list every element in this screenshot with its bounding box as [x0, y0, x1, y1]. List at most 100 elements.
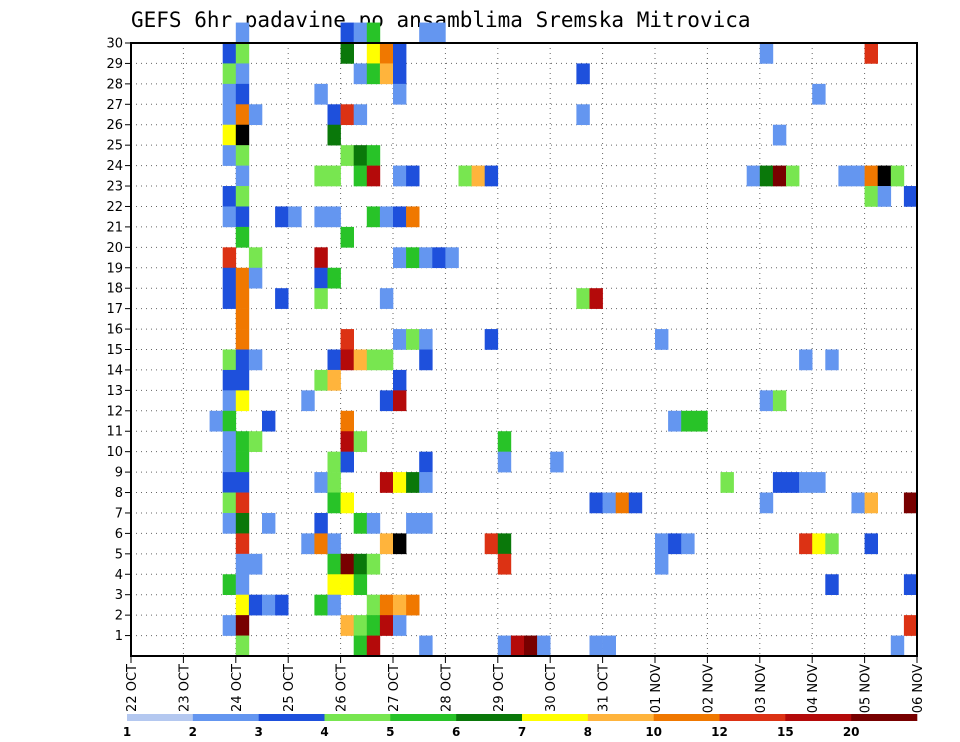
heatmap-cell	[366, 22, 381, 44]
heatmap-cell	[419, 349, 433, 371]
heatmap-cell	[248, 431, 263, 452]
heatmap-cell	[235, 145, 250, 166]
heatmap-cell	[903, 186, 918, 207]
y-tick-label: 17	[106, 302, 123, 317]
heatmap-cell	[327, 349, 341, 371]
heatmap-cell	[222, 206, 237, 228]
heatmap-cell	[366, 594, 381, 616]
heatmap-cell	[471, 165, 485, 187]
heatmap-cell	[314, 83, 328, 105]
heatmap-cell	[497, 553, 512, 575]
heatmap-cell	[877, 165, 892, 187]
heatmap-cell	[222, 431, 237, 452]
heatmap-cell	[235, 390, 250, 412]
heatmap-cell	[393, 83, 407, 105]
heatmap-cell	[628, 492, 643, 514]
heatmap-cell	[615, 492, 630, 514]
heatmap-cell	[235, 615, 250, 636]
heatmap-cell	[366, 145, 381, 166]
x-tick-label: 28 OCT	[439, 664, 454, 712]
heatmap-cell	[497, 635, 512, 657]
heatmap-cell	[406, 329, 420, 350]
colorbar-label: 8	[584, 725, 592, 739]
heatmap-cell	[432, 247, 446, 269]
y-tick-label: 4	[115, 568, 123, 583]
heatmap-cell	[248, 267, 263, 289]
heatmap-cell	[340, 145, 354, 166]
heatmap-cell	[576, 104, 590, 126]
heatmap-cell	[235, 472, 250, 493]
heatmap-cell	[510, 635, 525, 657]
colorbar-label: 5	[386, 725, 394, 739]
heatmap-cell	[340, 492, 354, 514]
heatmap-cell	[222, 390, 237, 412]
heatmap-cell	[327, 451, 341, 473]
heatmap-cell	[275, 288, 289, 309]
colorbar-swatch	[456, 714, 523, 721]
y-tick-label: 23	[106, 180, 123, 195]
y-axis: 1234567891011121314151617181920212223242…	[106, 37, 131, 644]
colorbar-label: 12	[711, 725, 728, 739]
heatmap-cell	[825, 574, 839, 595]
heatmap-cell	[419, 247, 433, 269]
heatmap-cell	[379, 63, 394, 85]
heatmap-cell	[864, 186, 878, 207]
y-tick-label: 30	[106, 37, 123, 52]
heatmap-cell	[406, 472, 420, 493]
heatmap-cell	[235, 553, 250, 575]
colorbar-swatch	[587, 714, 654, 721]
x-axis: 22 OCT 23 OCT 24 OCT 25 OCT 26 OCT 27 OCT 28 O…	[125, 656, 926, 713]
heatmap-cell	[393, 472, 407, 493]
y-tick-label: 26	[106, 118, 123, 133]
y-tick-label: 13	[106, 384, 123, 399]
y-tick-label: 19	[106, 261, 123, 276]
heatmap-cell	[222, 288, 237, 309]
heatmap-cell	[366, 165, 381, 187]
heatmap-cell	[393, 329, 407, 350]
colorbar-label: 4	[320, 725, 328, 739]
heatmap-cell	[222, 574, 237, 595]
heatmap-cell	[864, 165, 878, 187]
heatmap-cell	[366, 206, 381, 228]
heatmap-cell	[235, 288, 250, 309]
heatmap-cell	[812, 472, 826, 493]
heatmap-cell	[379, 43, 394, 64]
heatmap-cell	[890, 165, 905, 187]
heatmap-cell	[366, 512, 381, 534]
heatmap-cell	[248, 349, 263, 371]
heatmap-cell	[340, 574, 354, 595]
heatmap-cell	[746, 165, 761, 187]
heatmap-cell	[694, 410, 708, 432]
heatmap-cell	[275, 594, 289, 616]
heatmap-cell	[799, 472, 813, 493]
y-tick-label: 28	[106, 77, 123, 92]
heatmap-cell	[248, 553, 263, 575]
heatmap-cell	[301, 533, 315, 555]
heatmap-cell	[406, 594, 420, 616]
x-tick-label: 29 OCT	[492, 664, 507, 712]
heatmap-cell	[419, 512, 433, 534]
heatmap-cell	[903, 492, 918, 514]
heatmap-cell	[393, 615, 407, 636]
heatmap-cell	[340, 615, 354, 636]
heatmap-cell	[235, 83, 250, 105]
heatmap-cell	[314, 512, 328, 534]
heatmap-cell	[222, 512, 237, 534]
heatmap-cell	[353, 553, 368, 575]
heatmap-cell	[851, 492, 865, 514]
heatmap-cell	[903, 615, 918, 636]
heatmap-cell	[222, 83, 237, 105]
heatmap-cell	[772, 124, 787, 146]
colorbar-swatch	[653, 714, 720, 721]
colorbar-label: 20	[843, 725, 860, 739]
heatmap-cell	[314, 267, 328, 289]
colorbar-swatch	[719, 714, 786, 721]
colorbar-label: 7	[518, 725, 526, 739]
heatmap-cell	[340, 43, 354, 64]
heatmap-cell	[235, 63, 250, 85]
heatmap-cell	[327, 267, 341, 289]
heatmap-cell	[406, 247, 420, 269]
colorbar-swatch	[522, 714, 589, 721]
heatmap-cell	[576, 288, 590, 309]
heatmap-cell	[379, 349, 394, 371]
